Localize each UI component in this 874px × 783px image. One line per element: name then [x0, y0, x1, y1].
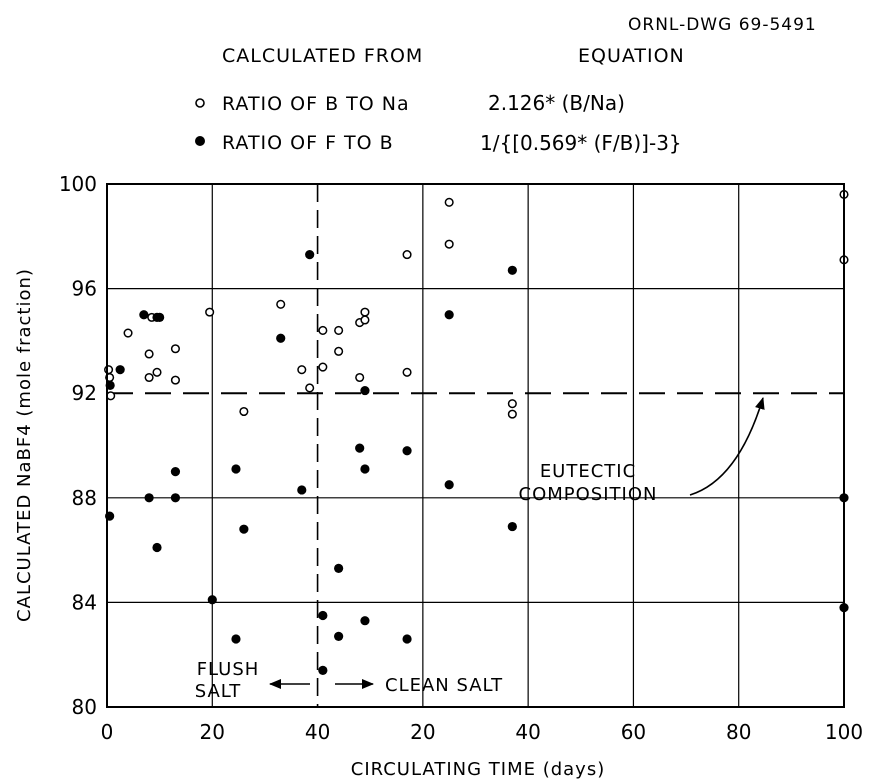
- data-point-f-to-b: [239, 524, 249, 534]
- data-point-f-to-b: [144, 493, 154, 503]
- data-point-f-to-b: [115, 365, 125, 375]
- x-axis-title: CIRCULATING TIME (days): [351, 759, 606, 780]
- data-point-b-to-na: [360, 307, 370, 317]
- data-point-f-to-b: [318, 610, 328, 621]
- reference-lines: [107, 184, 844, 707]
- data-point-f-to-b: [402, 446, 412, 456]
- data-point-b-to-na: [507, 399, 517, 409]
- data-point-f-to-b: [334, 563, 344, 574]
- data-point-b-to-na: [305, 383, 315, 393]
- x-tick-labels: 0 20 40 20 40 60 80 100: [101, 720, 863, 744]
- data-point-f-to-b: [318, 665, 328, 675]
- clean-salt-label: CLEAN SALT: [385, 675, 503, 696]
- data-point-b-to-na: [334, 325, 344, 335]
- data-point-b-to-na: [123, 328, 133, 338]
- data-point-f-to-b: [507, 265, 517, 275]
- data-point-f-to-b: [231, 464, 241, 474]
- y-tick-label: 92: [72, 381, 97, 405]
- data-point-f-to-b: [170, 467, 181, 477]
- x-tick-label: 0: [101, 720, 114, 744]
- data-point-b-to-na: [104, 365, 114, 375]
- legend-header-right: EQUATION: [578, 45, 685, 67]
- flush-salt-label-line1: FLUSH: [197, 659, 260, 680]
- eutectic-label-line2: COMPOSITION: [519, 484, 658, 505]
- legend-open-label: RATIO OF B TO Na: [222, 93, 410, 115]
- data-point-b-to-na: [360, 315, 370, 325]
- x-tick-label: 100: [825, 720, 863, 744]
- data-points: [104, 189, 849, 675]
- data-point-f-to-b: [507, 521, 517, 532]
- data-point-f-to-b: [231, 634, 241, 644]
- data-point-b-to-na: [170, 344, 180, 354]
- data-point-f-to-b: [444, 480, 454, 490]
- data-point-b-to-na: [144, 349, 154, 359]
- data-point-b-to-na: [239, 406, 249, 417]
- data-point-b-to-na: [276, 299, 286, 309]
- data-point-f-to-b: [297, 485, 307, 495]
- x-tick-label: 20: [200, 720, 225, 744]
- data-point-b-to-na: [402, 250, 412, 260]
- x-tick-label: 20: [410, 720, 435, 744]
- data-point-b-to-na: [144, 372, 154, 383]
- data-point-b-to-na: [318, 362, 328, 372]
- data-point-f-to-b: [155, 312, 165, 322]
- y-tick-label: 96: [72, 277, 97, 301]
- x-tick-label: 40: [305, 720, 330, 744]
- data-point-b-to-na: [444, 239, 454, 249]
- y-axis-title: CALCULATED NaBF4 (mole fraction): [14, 268, 35, 622]
- data-point-f-to-b: [402, 634, 412, 644]
- legend-filled-equation: 1/{[0.569* (F/B)]-3}: [480, 131, 682, 155]
- flush-salt-label-line2: SALT: [195, 681, 242, 702]
- data-point-f-to-b: [360, 464, 370, 474]
- legend-open-equation: 2.126* (B/Na): [488, 91, 625, 115]
- x-tick-label: 40: [515, 720, 540, 744]
- data-point-f-to-b: [276, 333, 286, 343]
- grid: [107, 184, 844, 707]
- data-point-b-to-na: [318, 325, 328, 335]
- data-point-b-to-na: [355, 372, 365, 383]
- data-point-b-to-na: [205, 307, 215, 317]
- data-point-f-to-b: [152, 542, 162, 553]
- legend-header-left: CALCULATED FROM: [222, 45, 423, 67]
- y-tick-labels: 80 84 88 92 96 100: [59, 172, 97, 719]
- data-point-f-to-b: [305, 250, 315, 260]
- data-point-f-to-b: [360, 385, 370, 396]
- x-tick-label: 60: [621, 720, 646, 744]
- data-point-f-to-b: [360, 616, 370, 626]
- eutectic-arrow: [689, 397, 765, 496]
- x-tick-label: 80: [726, 720, 751, 744]
- data-point-f-to-b: [139, 310, 149, 320]
- y-tick-label: 88: [72, 486, 97, 510]
- data-point-b-to-na: [297, 365, 307, 375]
- data-point-f-to-b: [334, 631, 344, 641]
- y-tick-label: 84: [72, 590, 97, 614]
- eutectic-label-line1: EUTECTIC: [540, 461, 636, 482]
- drawing-number: ORNL-DWG 69-5491: [628, 15, 817, 35]
- legend-filled-label: RATIO OF F TO B: [222, 132, 394, 154]
- data-point-b-to-na: [334, 346, 344, 356]
- data-point-f-to-b: [355, 443, 365, 453]
- y-tick-label: 100: [59, 172, 97, 196]
- data-point-f-to-b: [170, 493, 181, 503]
- data-point-f-to-b: [444, 310, 454, 320]
- data-point-b-to-na: [507, 409, 517, 419]
- data-point-f-to-b: [207, 595, 217, 605]
- legend-filled-circle-marker: [195, 136, 205, 146]
- data-point-b-to-na: [106, 391, 116, 401]
- y-tick-label: 80: [72, 695, 97, 719]
- legend-open-circle-marker: [195, 98, 205, 108]
- data-point-b-to-na: [152, 367, 162, 377]
- data-point-b-to-na: [402, 367, 412, 377]
- data-point-b-to-na: [170, 375, 180, 385]
- plot-frame: [106, 183, 845, 708]
- data-point-b-to-na: [444, 197, 454, 207]
